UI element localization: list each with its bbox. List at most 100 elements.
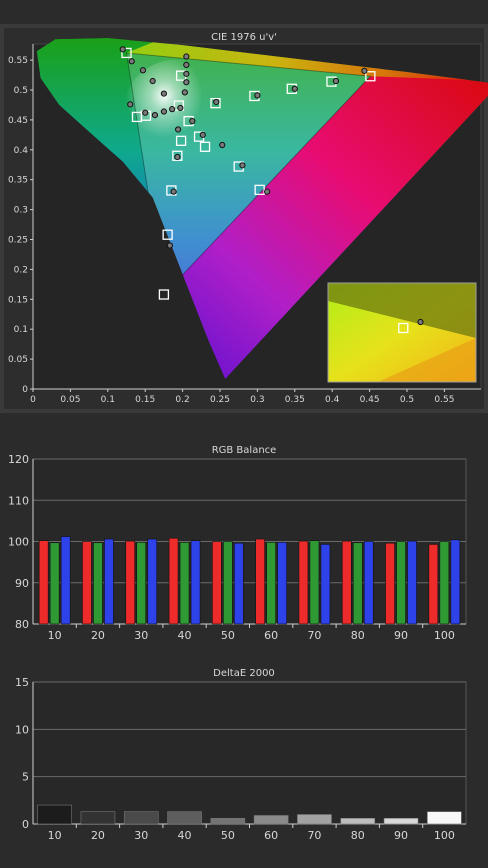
measured-point [142,109,149,116]
x-tick-label: 100 [434,629,455,642]
bar [190,540,201,625]
y-tick-label: 90 [15,577,29,590]
x-tick-label: 40 [178,629,192,642]
bar [341,540,352,625]
bar [212,541,222,625]
x-tick-label: 60 [264,629,278,642]
target-point [254,184,265,196]
x-tick-label: 10 [48,629,62,642]
measured-point [160,108,167,115]
x-tick-label: 0 [30,395,36,405]
bar [104,538,114,625]
measured-point [169,106,176,113]
y-tick-label: 0.3 [14,206,28,216]
y-tick-label: 0.25 [8,236,28,246]
x-tick-label: 0.35 [285,395,305,405]
bar [223,541,233,625]
x-tick-label: 0.2 [175,395,189,405]
measured-point [174,153,181,161]
x-tick-label: 80 [351,829,365,842]
measured-point [264,188,271,195]
plot-area [32,681,467,825]
y-tick-label: 0.2 [14,265,28,275]
x-tick-label: 0.15 [135,395,155,405]
bar [253,815,289,825]
y-tick-label: 0.35 [8,176,28,186]
x-tick-label: 0.25 [210,395,230,405]
y-tick-label: 0.45 [8,116,28,126]
target-point [365,71,376,82]
bar [385,542,395,625]
bar [210,818,246,825]
bar [38,540,49,625]
measured-point [139,67,147,74]
measured-point [183,79,190,86]
measured-point [183,53,190,60]
x-tick-label: 0.45 [360,395,380,405]
x-tick-label: 30 [134,629,148,642]
y-tick-label: 0.5 [14,86,28,96]
measured-point [149,77,156,85]
y-tick-label: 0.4 [14,146,29,156]
bar [123,811,159,825]
target-point [210,98,221,109]
bar [363,541,374,625]
bar [168,537,179,625]
bar [266,542,276,625]
x-tick-label: 90 [394,629,408,642]
y-tick-label: 0 [22,818,29,831]
measured-point [181,89,188,96]
measured-point [160,90,167,97]
y-tick-label: 0.05 [8,355,28,365]
bar [407,540,417,625]
x-tick-label: 50 [221,629,235,642]
bar [234,542,244,625]
measured-point [170,188,177,195]
y-tick-label: 10 [15,723,29,736]
inset-border [327,282,477,383]
x-tick-label: 0.4 [325,395,340,405]
inset-upper-region [328,283,476,338]
y-tick-label: 80 [15,618,29,631]
measured-point [291,85,298,92]
x-tick-label: 60 [264,829,278,842]
bar [340,818,376,825]
measured-point [128,58,135,65]
x-tick-label: 20 [91,629,105,642]
bar [125,540,136,625]
x-tick-label: 70 [307,629,321,642]
x-tick-label: 100 [434,829,455,842]
measured-point [189,117,196,125]
x-tick-label: 10 [48,829,62,842]
x-tick-label: 70 [307,829,321,842]
de-chart-title: DeltaE 2000 [213,668,275,679]
white-point-glow [120,59,231,180]
bar [136,542,147,625]
rgb-balance-chart: RGB Balance 80 90 100 110 120 10 20 30 40 50 60 70 80… [8,445,467,642]
measured-point [219,141,226,149]
measured-point [177,104,184,112]
y-tick-label: 0.1 [14,325,28,335]
rgb-chart-title: RGB Balance [212,445,277,456]
inset-lower-region [378,338,476,382]
bar [427,811,462,825]
bar [82,541,92,625]
target-point [175,135,187,146]
inset-measured-point [417,318,424,326]
bar [352,542,363,625]
y-tick-label: 110 [8,494,29,507]
inset-target-point [398,322,409,334]
bar [450,539,461,625]
bar [298,540,309,625]
target-point [199,141,211,152]
x-tick-label: 0.55 [434,395,454,405]
bar [167,811,202,825]
bar [428,544,439,625]
y-tick-label: 100 [8,536,29,549]
bar [297,814,332,825]
target-point [162,229,173,240]
measured-point [332,77,340,85]
measured-point [166,242,173,249]
x-tick-label: 50 [221,829,235,842]
x-tick-label: 0.3 [250,395,264,405]
